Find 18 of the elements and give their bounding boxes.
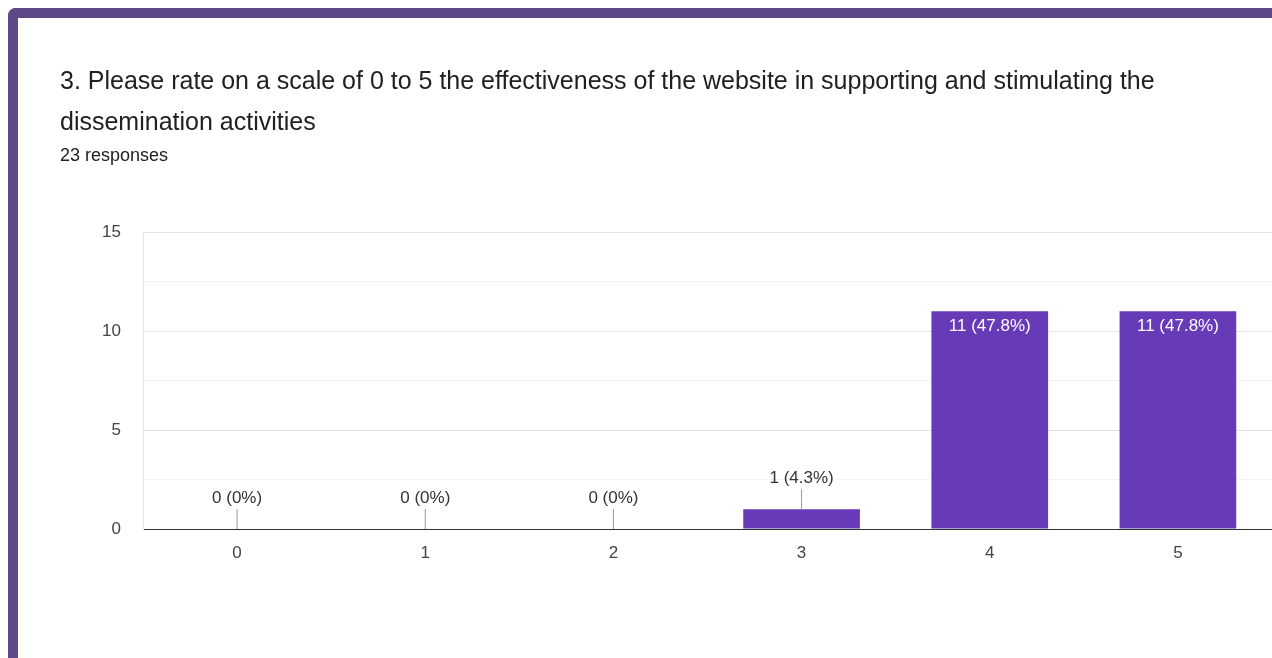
chart-title: 3. Please rate on a scale of 0 to 5 the effectiveness of the website in supporting and stimulating the dissemination activities [60,65,1156,137]
chart-subtitle: 23 responses [60,145,169,166]
x-tick-label: 0 [232,542,242,562]
data-label: 0 (0%) [212,488,263,508]
y-tick-label: 15 [102,221,121,241]
x-tick-label: 4 [985,542,995,562]
y-tick-label: 0 [111,518,121,538]
y-tick-label: 10 [102,320,121,340]
y-tick-label: 5 [111,419,121,439]
x-tick-label: 2 [608,542,619,562]
data-label: 1 (4.3%) [769,468,834,488]
data-label: 0 (0%) [588,488,639,508]
data-label: 0 (0%) [400,488,451,508]
data-label: 11 (47.8%) [948,315,1031,335]
x-tick-label: 3 [796,542,807,562]
x-tick-label: 5 [1173,542,1183,562]
x-tick-label: 1 [420,542,430,562]
data-label: 11 (47.8%) [1136,315,1219,335]
